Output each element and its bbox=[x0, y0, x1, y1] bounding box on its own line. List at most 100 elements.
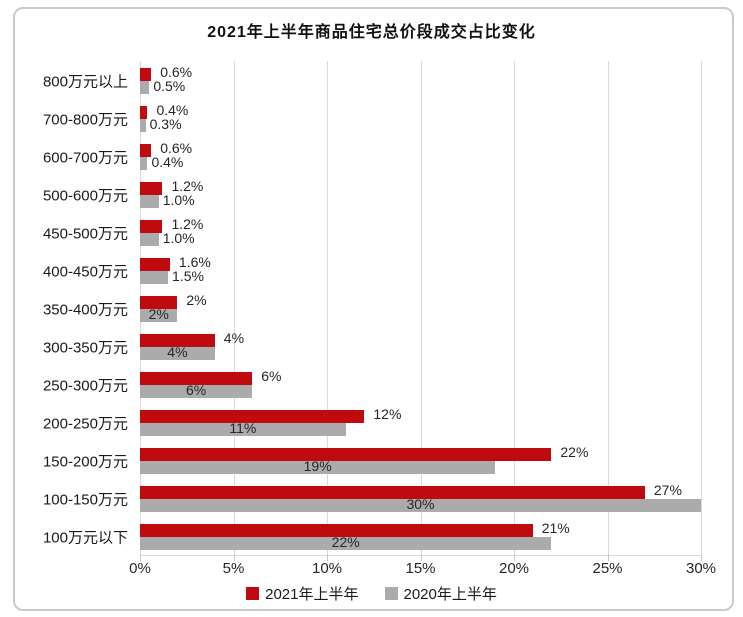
bar-2021 bbox=[140, 524, 533, 537]
value-label-2020: 30% bbox=[406, 496, 435, 512]
axis-tick bbox=[514, 555, 515, 561]
x-axis-label: 0% bbox=[129, 560, 151, 577]
bar-2021 bbox=[140, 144, 152, 157]
value-label-2020: 2% bbox=[148, 306, 169, 322]
axis-tick bbox=[701, 555, 702, 561]
value-label-2021: 27% bbox=[653, 482, 682, 498]
value-label-2020: 0.3% bbox=[149, 116, 182, 132]
axis-tick bbox=[140, 555, 141, 561]
value-label-2020: 4% bbox=[167, 344, 188, 360]
value-label-2020: 11% bbox=[229, 420, 257, 436]
value-label-2021: 0.6% bbox=[160, 64, 193, 80]
bar-2020 bbox=[140, 271, 169, 284]
x-axis-label: 30% bbox=[685, 560, 717, 577]
value-label-2020: 0.4% bbox=[151, 154, 184, 170]
bar-2020 bbox=[140, 499, 701, 512]
plot-area: 800万元以上 0.6% 0.5% 700-800万元 0.4% 0.3% 600-700万… bbox=[43, 61, 702, 561]
legend-label-2020: 2020年上半年 bbox=[403, 586, 497, 603]
x-axis-label: 5% bbox=[222, 560, 245, 577]
bar-2021 bbox=[140, 334, 215, 347]
category-row: 100-150万元 27% 30% bbox=[43, 479, 701, 517]
category-label: 350-400万元 bbox=[42, 301, 128, 319]
category-label: 150-200万元 bbox=[42, 453, 128, 471]
category-label: 700-800万元 bbox=[42, 111, 128, 129]
bar-2021 bbox=[140, 220, 163, 233]
value-label-2020: 22% bbox=[331, 534, 360, 550]
category-row: 700-800万元 0.4% 0.3% bbox=[43, 99, 701, 137]
category-row: 600-700万元 0.6% 0.4% bbox=[43, 137, 701, 175]
value-label-2020: 1.0% bbox=[162, 192, 195, 208]
gridline bbox=[701, 61, 702, 555]
legend-marker-2021-icon bbox=[246, 587, 260, 600]
category-row: 500-600万元 1.2% 1.0% bbox=[43, 175, 701, 213]
category-label: 800万元以上 bbox=[42, 73, 128, 91]
category-label: 100-150万元 bbox=[42, 491, 128, 509]
bar-2020 bbox=[140, 233, 159, 246]
bar-2021 bbox=[140, 372, 253, 385]
bar-2021 bbox=[140, 68, 152, 81]
value-label-2020: 1.0% bbox=[162, 230, 195, 246]
value-label-2021: 1.2% bbox=[171, 216, 204, 232]
category-row: 200-250万元 12% 11% bbox=[43, 403, 701, 441]
value-label-2021: 21% bbox=[541, 520, 570, 536]
gridline bbox=[327, 61, 328, 555]
value-label-2021: 4% bbox=[223, 330, 245, 346]
bar-2020 bbox=[140, 195, 159, 208]
value-label-2020: 0.5% bbox=[153, 78, 186, 94]
category-label: 400-450万元 bbox=[42, 263, 128, 281]
category-label: 500-600万元 bbox=[42, 187, 128, 205]
category-row: 800万元以上 0.6% 0.5% bbox=[43, 61, 701, 99]
bar-2020 bbox=[140, 347, 215, 360]
bar-2020 bbox=[140, 157, 148, 170]
x-axis: 0% 5% 10% 15% 20% 25% 30% bbox=[129, 560, 716, 578]
value-label-2021: 0.4% bbox=[156, 102, 189, 118]
axis-tick bbox=[607, 555, 609, 561]
value-label-2020: 1.5% bbox=[172, 268, 204, 284]
bar-2021 bbox=[140, 106, 148, 119]
gridline bbox=[233, 61, 235, 555]
x-axis-label: 15% bbox=[405, 560, 436, 577]
category-label: 300-350万元 bbox=[42, 339, 128, 357]
category-label: 200-250万元 bbox=[42, 415, 128, 433]
x-axis-label: 25% bbox=[592, 560, 623, 577]
category-row: 300-350万元 4% 4% bbox=[43, 327, 701, 365]
bar-2021 bbox=[140, 486, 645, 499]
value-label-2021: 2% bbox=[186, 292, 207, 308]
legend-item-2021: 2021年上半年 bbox=[246, 583, 359, 604]
legend: 2021年上半年 2020年上半年 bbox=[0, 583, 743, 604]
category-label: 250-300万元 bbox=[42, 377, 128, 395]
bar-2020 bbox=[140, 537, 552, 550]
legend-label-2021: 2021年上半年 bbox=[265, 586, 359, 603]
legend-marker-2020-icon bbox=[384, 587, 398, 600]
bar-2020 bbox=[140, 119, 146, 132]
category-row: 450-500万元 1.2% 1.0% bbox=[43, 213, 701, 251]
bar-2020 bbox=[140, 309, 178, 322]
chart-title: 2021年上半年商品住宅总价段成交占比变化 bbox=[207, 24, 536, 41]
category-row: 100万元以下 21% 22% bbox=[43, 517, 701, 555]
category-label: 100万元以下 bbox=[42, 529, 128, 547]
bar-2020 bbox=[140, 81, 150, 94]
category-row: 250-300万元 6% 6% bbox=[43, 365, 701, 403]
value-label-2020: 6% bbox=[185, 382, 207, 398]
category-row: 150-200万元 22% 19% bbox=[43, 441, 701, 479]
bar-2020 bbox=[140, 385, 253, 398]
bar-2021 bbox=[140, 410, 365, 423]
value-label-2021: 22% bbox=[560, 444, 589, 460]
value-label-2021: 6% bbox=[261, 368, 282, 384]
axis-tick bbox=[420, 555, 422, 561]
gridline bbox=[607, 61, 609, 555]
bar-2020 bbox=[140, 423, 346, 436]
bar-2021 bbox=[140, 296, 178, 309]
axis-tick bbox=[233, 555, 235, 561]
legend-item-2020: 2020年上半年 bbox=[384, 583, 497, 604]
bar-2021 bbox=[140, 448, 552, 461]
x-axis-label: 20% bbox=[498, 560, 530, 577]
value-label-2021: 12% bbox=[373, 406, 402, 422]
category-label: 600-700万元 bbox=[42, 149, 128, 167]
value-label-2021: 1.6% bbox=[178, 254, 211, 270]
category-row: 400-450万元 1.6% 1.5% bbox=[43, 251, 701, 289]
gridline bbox=[420, 61, 422, 555]
category-label: 450-500万元 bbox=[42, 225, 128, 243]
value-label-2021: 0.6% bbox=[160, 140, 193, 156]
value-label-2020: 19% bbox=[303, 458, 332, 474]
